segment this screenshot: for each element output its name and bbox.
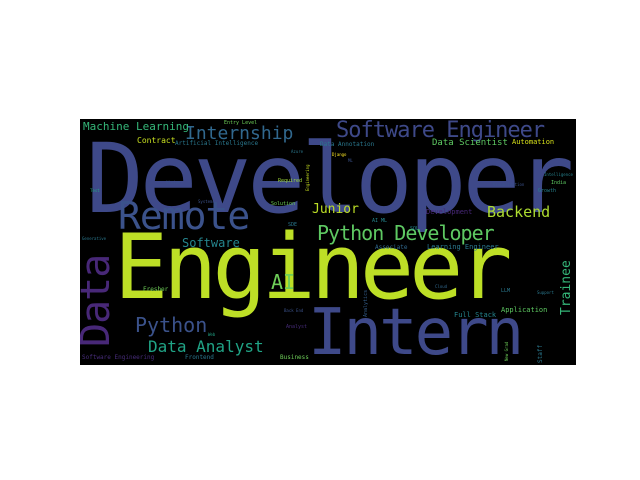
word-cloud: Cloud [435, 284, 448, 289]
word-data-annotation: Data Annotation [320, 141, 375, 148]
word-analyst: Analyst [286, 324, 308, 330]
word-vision: Vision [166, 180, 181, 185]
word-ml: ML [348, 158, 353, 163]
word-llm: LLM [501, 288, 511, 294]
word-development: Development [426, 208, 473, 216]
word-full-stack: Full Stack [454, 311, 497, 319]
word-software-engineer: Software Engineer [336, 119, 545, 143]
word-test: Test [90, 188, 100, 193]
word-engineer: Engineer [114, 215, 512, 320]
word-staff: Staff [537, 344, 544, 363]
word-analytics: Analytics [363, 289, 369, 317]
word-data: Data [80, 254, 119, 347]
word-entry-level: Entry Level [224, 120, 258, 126]
word-sde: SDE [288, 222, 298, 228]
word-systems: Systems [198, 199, 215, 204]
word-backend: Backend [487, 203, 551, 221]
word-fresher: Fresher [143, 286, 169, 293]
word-intern: Intern [308, 296, 524, 365]
word-frontend: Frontend [185, 354, 214, 361]
word-new-grad: New Grad [504, 341, 509, 361]
word-django: Django [332, 152, 347, 157]
word-automation: Automation [512, 138, 555, 146]
word-visualization: Visualization [493, 182, 525, 187]
word-ai: AI [271, 270, 296, 294]
word-support: Support [537, 290, 554, 295]
word-solution: Solution [271, 201, 296, 207]
word-remote: Remote [118, 194, 250, 238]
word-developer: Developer [86, 123, 574, 235]
word-data-scientist: Data Scientist [432, 138, 508, 148]
word-application: Application [501, 306, 548, 314]
word-business: Business [280, 354, 309, 361]
word-data-analyst: Data Analyst [148, 337, 264, 356]
word-intelligence: Intelligence [544, 172, 573, 177]
word-associate: Associate [375, 244, 408, 251]
word-internship: Internship [185, 123, 294, 144]
word-ai-ml: AI ML [372, 218, 388, 224]
word-software: Software [182, 236, 240, 250]
word-python: Python [135, 313, 208, 337]
word-cloud: Developer Engineer Intern Data Remote So… [80, 119, 576, 365]
word-azure: Azure [291, 149, 304, 154]
word-required: Required [278, 178, 303, 184]
word-junior: Junior [312, 202, 359, 217]
word-sql: SQL [410, 226, 420, 232]
word-machine-learning: Machine Learning [83, 120, 189, 133]
word-back-end: Back End [284, 308, 304, 313]
word-generative: Generative [82, 236, 107, 241]
word-engineering: Engineering [305, 164, 310, 192]
word-contract: Contract [137, 136, 176, 145]
word-web: Web [208, 332, 216, 337]
word-india: India [551, 180, 567, 186]
word-growth: Growth [538, 188, 557, 194]
word-learning-engineer: Learning Engineer [427, 243, 499, 251]
word-trainee: Trainee [559, 260, 574, 315]
word-software-engineering: Software Engineering [82, 354, 155, 361]
word-artificial-intelligence: Artificial Intelligence [175, 140, 259, 147]
word-python-developer: Python Developer [317, 221, 495, 245]
